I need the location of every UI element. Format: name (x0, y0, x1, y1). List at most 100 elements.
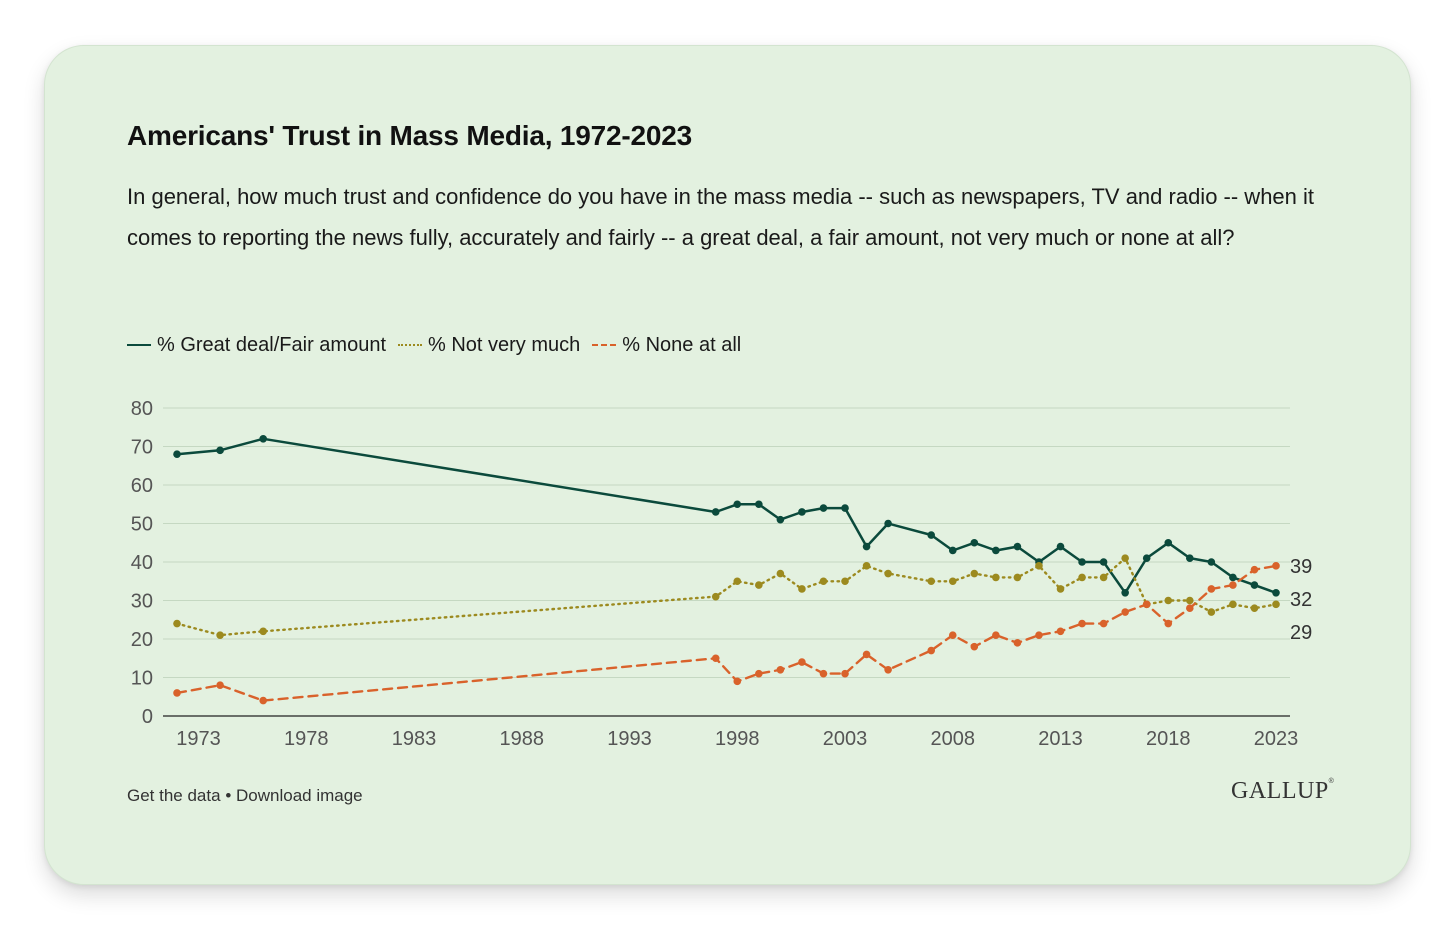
data-point (1207, 585, 1216, 593)
legend-swatch-dashed (592, 344, 617, 346)
data-point (776, 666, 785, 674)
grid-layer (163, 407, 1290, 678)
data-point (1035, 631, 1043, 639)
series-line-2 (175, 556, 1278, 637)
data-point (216, 631, 224, 639)
data-point (927, 577, 936, 586)
data-point (1142, 554, 1151, 562)
data-point (948, 577, 957, 586)
data-point (1121, 608, 1129, 616)
data-point (884, 666, 892, 674)
series-line-3 (175, 564, 1278, 702)
data-point (1164, 538, 1173, 547)
data-point (1035, 562, 1043, 570)
y-tick-label: 60 (131, 475, 153, 497)
x-tick-label: 1998 (715, 728, 760, 750)
legend-item-none-at-all[interactable]: % None at all (592, 334, 741, 357)
data-point (755, 581, 763, 589)
data-point (1056, 627, 1065, 636)
data-point (798, 585, 806, 593)
data-point (1013, 573, 1022, 582)
data-point (1078, 573, 1086, 582)
data-point (1099, 558, 1108, 566)
data-point (711, 654, 720, 663)
legend-swatch-dotted (398, 344, 422, 346)
data-point (1207, 558, 1216, 566)
x-tick-label: 1988 (500, 728, 545, 750)
chart-title: Americans' Trust in Mass Media, 1972-202… (127, 120, 692, 151)
x-tick-label: 2013 (1038, 728, 1083, 750)
gallup-logo: GALLUP® (1231, 778, 1334, 805)
data-point (1142, 600, 1151, 609)
data-point (755, 669, 763, 678)
data-point (1186, 596, 1194, 605)
y-tick-label: 80 (131, 398, 153, 420)
x-tick-label: 2023 (1254, 728, 1299, 750)
x-tick-label: 1983 (392, 728, 437, 750)
data-point (992, 631, 1000, 639)
get-data-link[interactable]: Get the data (127, 786, 221, 805)
legend-item-not-very-much[interactable]: % Not very much (398, 334, 580, 357)
data-point (1272, 562, 1280, 570)
data-point (1250, 604, 1259, 612)
data-point (173, 450, 181, 459)
data-point (1013, 542, 1022, 551)
line-chart: 0 10 20 30 40 50 60 70 80 1973 1978 1983 1988 1993 199… (131, 398, 1313, 750)
end-value-label: 29 (1290, 622, 1312, 644)
legend-label: % Not very much (428, 333, 581, 356)
data-point (733, 577, 742, 586)
data-point (1250, 565, 1259, 574)
legend-label: % Great deal/Fair amount (157, 333, 386, 356)
x-tick-label: 1973 (176, 728, 221, 750)
data-point (173, 689, 181, 697)
data-point (862, 562, 871, 570)
data-point (841, 577, 849, 586)
legend-label: % None at all (622, 333, 742, 356)
data-point (992, 546, 1000, 555)
x-tick-label: 2008 (931, 728, 976, 750)
data-point (819, 669, 828, 678)
y-tick-label: 0 (142, 706, 153, 728)
x-tick-label: 2018 (1146, 728, 1191, 750)
data-point (1056, 585, 1065, 593)
data-point (1272, 589, 1280, 597)
data-point (992, 573, 1000, 582)
y-tick-label: 30 (131, 591, 153, 613)
data-point (1078, 558, 1086, 566)
end-value-label: 39 (1290, 556, 1312, 578)
data-point (711, 592, 720, 601)
y-tick-label: 70 (131, 437, 153, 459)
data-point (1229, 573, 1237, 582)
y-tick-label: 20 (131, 629, 153, 651)
data-point (259, 627, 267, 636)
data-point (776, 515, 785, 524)
chart-card: Americans' Trust in Mass Media, 1972-202… (44, 45, 1411, 885)
data-point (798, 658, 806, 666)
data-point (927, 531, 936, 539)
data-point (1121, 589, 1129, 597)
logo-text: GALLUP (1231, 778, 1329, 804)
data-point (862, 542, 871, 551)
chart-subtitle: In general, how much trust and confidenc… (127, 184, 1315, 250)
data-point (927, 646, 936, 655)
legend-item-great-deal[interactable]: % Great deal/Fair amount (127, 334, 386, 357)
data-point (1099, 573, 1108, 582)
data-point (862, 650, 871, 659)
data-point (173, 619, 181, 628)
data-point (1164, 596, 1173, 605)
end-label-layer: 32 29 39 (1290, 556, 1312, 644)
data-point (819, 504, 828, 512)
data-point (755, 500, 763, 509)
download-image-link[interactable]: Download image (236, 786, 363, 805)
data-point (948, 631, 957, 639)
data-point (1229, 600, 1237, 609)
footer-separator: • (225, 786, 232, 805)
y-tick-label: 10 (131, 668, 153, 690)
data-point (216, 681, 224, 689)
end-value-label: 32 (1290, 589, 1312, 611)
x-tick-label: 1993 (607, 728, 652, 750)
series-layer (173, 435, 1280, 705)
logo-registered-mark: ® (1328, 778, 1335, 785)
data-point (1207, 608, 1216, 616)
data-point (259, 696, 267, 705)
